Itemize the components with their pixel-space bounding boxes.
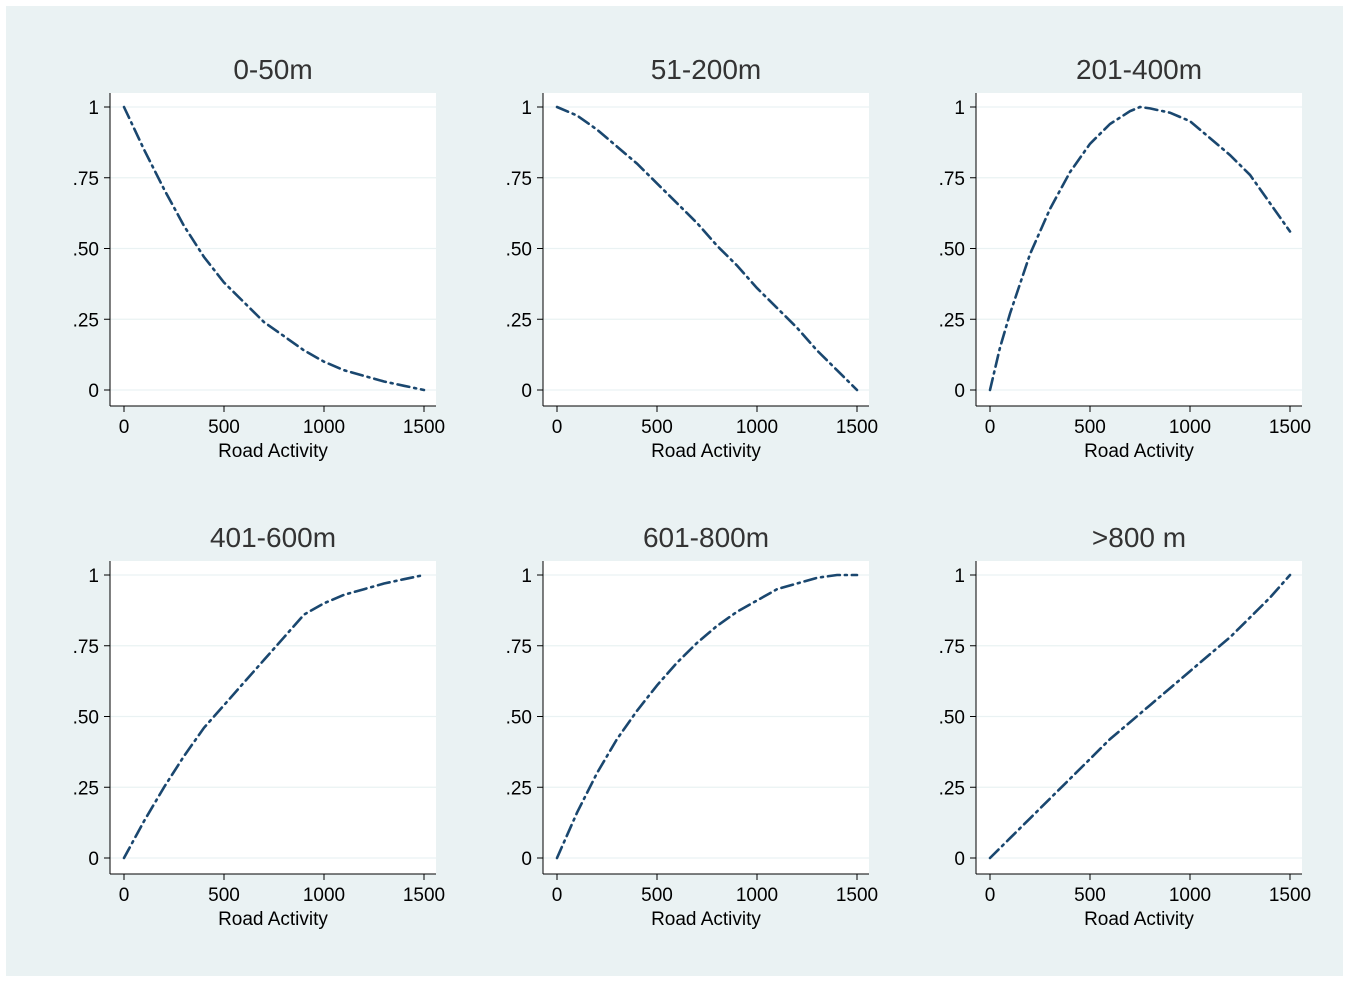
x-tick-label: 1500 (1269, 417, 1311, 438)
x-tick-label: 1500 (403, 417, 445, 438)
y-tick-label: 1 (521, 566, 532, 587)
y-tick-label: .75 (506, 637, 532, 658)
y-tick-label: .25 (939, 778, 965, 799)
series-line (988, 573, 1292, 860)
y-tick-label: .50 (506, 240, 532, 261)
x-tick-label: 0 (985, 417, 996, 438)
x-tick-label: 500 (641, 885, 673, 906)
y-tick-label: .75 (939, 637, 965, 658)
y-tick-label: .25 (939, 310, 965, 331)
x-tick-label: 500 (1074, 885, 1106, 906)
panel-title: >800 m (1092, 522, 1186, 553)
y-tick-label: .50 (939, 708, 965, 729)
y-tick-label: .50 (73, 240, 99, 261)
series-line (122, 573, 426, 860)
y-tick-label: .25 (73, 310, 99, 331)
y-tick-label: 0 (521, 381, 532, 402)
y-tick-label: 1 (954, 566, 965, 587)
panel-title: 51-200m (651, 54, 762, 85)
x-tick-label: 1000 (1169, 417, 1211, 438)
x-tick-label: 500 (208, 885, 240, 906)
x-tick-label: 1000 (736, 417, 778, 438)
x-axis-title: Road Activity (651, 909, 761, 930)
series-line (988, 105, 1292, 392)
y-tick-label: .25 (506, 310, 532, 331)
x-tick-label: 1500 (1269, 885, 1311, 906)
x-axis-title: Road Activity (1084, 909, 1194, 930)
y-tick-label: .75 (73, 637, 99, 658)
panel-title: 0-50m (233, 54, 312, 85)
panel-title: 601-800m (643, 522, 769, 553)
series-line (555, 573, 859, 860)
y-tick-label: 0 (954, 381, 965, 402)
panel-title: 201-400m (1076, 54, 1202, 85)
y-tick-label: 0 (521, 849, 532, 870)
y-tick-label: .50 (506, 708, 532, 729)
plot-area (543, 93, 869, 406)
x-axis-title: Road Activity (218, 909, 328, 930)
plot-area (976, 561, 1302, 874)
x-tick-label: 1500 (403, 885, 445, 906)
y-tick-label: .50 (939, 240, 965, 261)
x-tick-label: 0 (119, 885, 130, 906)
x-tick-label: 1000 (1169, 885, 1211, 906)
series-line (555, 105, 859, 392)
plot-area (110, 93, 436, 406)
x-axis-title: Road Activity (1084, 441, 1194, 462)
x-tick-label: 0 (552, 417, 563, 438)
y-tick-label: 1 (88, 566, 99, 587)
x-tick-label: 1000 (736, 885, 778, 906)
x-tick-label: 1500 (836, 417, 878, 438)
panel-title: 401-600m (210, 522, 336, 553)
y-tick-label: 0 (88, 381, 99, 402)
x-tick-label: 0 (119, 417, 130, 438)
x-axis-title: Road Activity (218, 441, 328, 462)
y-tick-label: 1 (521, 98, 532, 119)
y-tick-label: .75 (939, 169, 965, 190)
chart-panel: 0 .25 .50 .75 1 0 500 1000 1500 Road Activity 401-… (73, 522, 446, 930)
x-tick-label: 1500 (836, 885, 878, 906)
chart-panel: 0 .25 .50 .75 1 0 500 1000 1500 Road Activity 201-… (939, 54, 1312, 462)
y-tick-label: 1 (88, 98, 99, 119)
plot-area (110, 561, 436, 874)
y-tick-label: .50 (73, 708, 99, 729)
x-tick-label: 500 (641, 417, 673, 438)
chart-panel: 0 .25 .50 .75 1 0 500 1000 1500 Road Activity >800… (939, 522, 1312, 930)
chart-panel: 0 .25 .50 .75 1 0 500 1000 1500 Road Activity 51-2… (506, 54, 879, 462)
x-tick-label: 0 (985, 885, 996, 906)
y-tick-label: .75 (506, 169, 532, 190)
x-tick-label: 0 (552, 885, 563, 906)
plot-area (543, 561, 869, 874)
y-tick-label: .25 (506, 778, 532, 799)
x-tick-label: 1000 (303, 417, 345, 438)
y-tick-label: 1 (954, 98, 965, 119)
y-tick-label: .25 (73, 778, 99, 799)
chart-panel: 0 .25 .50 .75 1 0 500 1000 1500 Road Activity 601-… (506, 522, 879, 930)
y-tick-label: 0 (88, 849, 99, 870)
plot-area (976, 93, 1302, 406)
x-axis-title: Road Activity (651, 441, 761, 462)
x-tick-label: 500 (1074, 417, 1106, 438)
y-tick-label: 0 (954, 849, 965, 870)
x-tick-label: 1000 (303, 885, 345, 906)
series-line (122, 105, 426, 392)
x-tick-label: 500 (208, 417, 240, 438)
chart-panel: 0 .25 .50 .75 1 0 500 1000 1500 Road Activity 0-50… (73, 54, 446, 462)
y-tick-label: .75 (73, 169, 99, 190)
